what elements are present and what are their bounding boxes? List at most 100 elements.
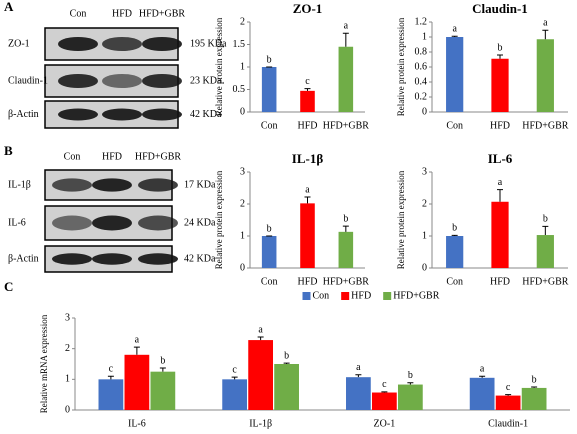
- blot-band: [58, 108, 98, 121]
- bar: [491, 201, 509, 268]
- y-tick-label: 1.5: [233, 39, 246, 50]
- lane-label: HFD: [112, 8, 132, 19]
- y-axis-label: Relative protein expression: [214, 17, 224, 116]
- significance-letter: b: [160, 355, 165, 366]
- significance-letter: a: [498, 177, 503, 188]
- y-tick-label: 1: [240, 61, 245, 72]
- bar: [491, 58, 509, 112]
- y-tick-label: 3: [240, 166, 245, 177]
- significance-letter: b: [408, 370, 413, 381]
- significance-letter: a: [356, 362, 361, 373]
- protein-label: IL-1β: [8, 179, 31, 190]
- x-tick-label: IL-1β: [249, 418, 272, 429]
- error-bar: [542, 225, 549, 236]
- y-tick-label: 2: [422, 198, 427, 209]
- blot-band: [52, 178, 92, 192]
- y-axis-label: Relative protein expression: [214, 170, 224, 269]
- blot-band: [92, 215, 132, 231]
- error-bar: [283, 362, 290, 364]
- bar: [338, 46, 354, 112]
- lane-label: HFD: [102, 151, 122, 162]
- error-bar: [257, 336, 264, 341]
- protein-label: β-Actin: [8, 109, 39, 120]
- y-tick-label: 0.8: [415, 46, 428, 57]
- chart-title: ZO-1: [293, 1, 323, 16]
- y-tick-label: 0.6: [415, 61, 428, 72]
- x-tick-label: HFD: [297, 276, 317, 287]
- error-bar: [355, 374, 362, 378]
- x-tick-label: HFD: [297, 120, 317, 131]
- significance-letter: b: [343, 213, 348, 224]
- protein-label: Claudin-1: [8, 75, 48, 86]
- panel-label: B: [4, 143, 13, 158]
- size-label: 23 KDa: [190, 75, 222, 86]
- x-tick-label: HFD+GBR: [323, 276, 370, 287]
- panel-label: A: [4, 0, 14, 14]
- significance-letter: a: [452, 24, 457, 35]
- blot-band: [142, 73, 182, 89]
- protein-label: IL-6: [8, 217, 26, 228]
- blot-band: [138, 215, 178, 231]
- x-tick-label: HFD+GBR: [522, 120, 569, 131]
- legend-label: HFD: [351, 290, 371, 301]
- error-bar: [107, 375, 114, 380]
- significance-letter: c: [382, 379, 387, 390]
- legend-swatch: [302, 292, 311, 300]
- error-bar: [133, 346, 140, 355]
- lane-label: Con: [64, 151, 81, 162]
- panel-label: C: [4, 279, 13, 294]
- significance-letter: c: [305, 76, 310, 87]
- y-axis-label: Relative mRNA expression: [39, 314, 49, 413]
- y-tick-label: 0: [422, 106, 427, 117]
- legend-label: Con: [313, 290, 330, 301]
- significance-letter: b: [267, 223, 272, 234]
- significance-letter: a: [543, 18, 548, 29]
- size-label: 42 KDa: [190, 109, 222, 120]
- blot-band: [92, 253, 132, 265]
- bar: [372, 392, 397, 410]
- error-bar: [304, 196, 311, 204]
- bar: [536, 235, 554, 268]
- x-tick-label: HFD+GBR: [522, 276, 569, 287]
- y-tick-label: 2: [240, 198, 245, 209]
- size-label: 42 KDa: [184, 253, 216, 264]
- bar: [261, 236, 277, 268]
- error-bar: [531, 386, 538, 388]
- blot-band: [58, 36, 98, 52]
- significance-letter: b: [532, 374, 537, 385]
- y-tick-label: 1: [422, 230, 427, 241]
- error-bar: [407, 382, 414, 385]
- lane-label: Con: [70, 8, 87, 19]
- bar: [338, 231, 354, 268]
- error-bar: [159, 367, 166, 372]
- bar: [300, 203, 315, 268]
- error-bar: [479, 375, 486, 378]
- error-bar: [497, 189, 503, 202]
- x-tick-label: HFD: [490, 120, 510, 131]
- error-bar: [342, 225, 349, 232]
- protein-label: β-Actin: [8, 253, 39, 264]
- blot-band: [92, 178, 132, 192]
- y-tick-label: 1.2: [415, 16, 428, 27]
- protein-label: ZO-1: [8, 38, 30, 49]
- x-tick-label: Con: [446, 276, 463, 287]
- significance-letter: c: [109, 364, 114, 375]
- blot-band: [102, 36, 142, 52]
- bar: [346, 377, 371, 410]
- significance-letter: b: [452, 223, 457, 234]
- significance-letter: c: [506, 382, 511, 393]
- blot-band: [102, 73, 142, 89]
- x-tick-label: IL-6: [128, 418, 146, 429]
- y-tick-label: 0.2: [415, 91, 428, 102]
- error-bar: [497, 54, 503, 59]
- error-bar: [542, 29, 549, 40]
- legend-swatch: [383, 292, 392, 300]
- bar: [222, 379, 248, 410]
- y-tick-label: 0: [422, 262, 427, 273]
- legend-label: HFD+GBR: [393, 290, 440, 301]
- bar: [446, 37, 464, 112]
- bar: [274, 364, 299, 410]
- significance-letter: a: [344, 21, 349, 32]
- error-bar: [342, 32, 349, 47]
